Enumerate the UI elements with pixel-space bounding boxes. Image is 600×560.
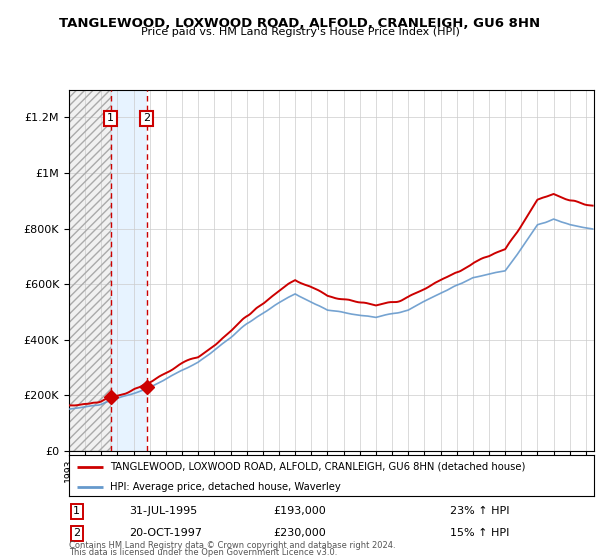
Text: 1: 1 <box>107 114 114 124</box>
Text: 1: 1 <box>73 506 80 516</box>
Text: 15% ↑ HPI: 15% ↑ HPI <box>450 528 509 538</box>
Bar <box>110 90 146 451</box>
Text: TANGLEWOOD, LOXWOOD ROAD, ALFOLD, CRANLEIGH, GU6 8HN: TANGLEWOOD, LOXWOOD ROAD, ALFOLD, CRANLE… <box>59 17 541 30</box>
Text: HPI: Average price, detached house, Waverley: HPI: Average price, detached house, Wave… <box>110 482 341 492</box>
Text: Contains HM Land Registry data © Crown copyright and database right 2024.: Contains HM Land Registry data © Crown c… <box>69 542 395 550</box>
Bar <box>69 90 110 451</box>
Text: TANGLEWOOD, LOXWOOD ROAD, ALFOLD, CRANLEIGH, GU6 8HN (detached house): TANGLEWOOD, LOXWOOD ROAD, ALFOLD, CRANLE… <box>110 461 526 472</box>
Text: 20-OCT-1997: 20-OCT-1997 <box>129 528 202 538</box>
Text: 2: 2 <box>73 528 80 538</box>
Text: £230,000: £230,000 <box>274 528 326 538</box>
Text: 23% ↑ HPI: 23% ↑ HPI <box>450 506 509 516</box>
Text: £193,000: £193,000 <box>274 506 326 516</box>
Bar <box>69 90 110 451</box>
Text: 2: 2 <box>143 114 150 124</box>
Text: Price paid vs. HM Land Registry's House Price Index (HPI): Price paid vs. HM Land Registry's House … <box>140 27 460 37</box>
Text: 31-JUL-1995: 31-JUL-1995 <box>129 506 197 516</box>
Text: This data is licensed under the Open Government Licence v3.0.: This data is licensed under the Open Gov… <box>69 548 337 557</box>
